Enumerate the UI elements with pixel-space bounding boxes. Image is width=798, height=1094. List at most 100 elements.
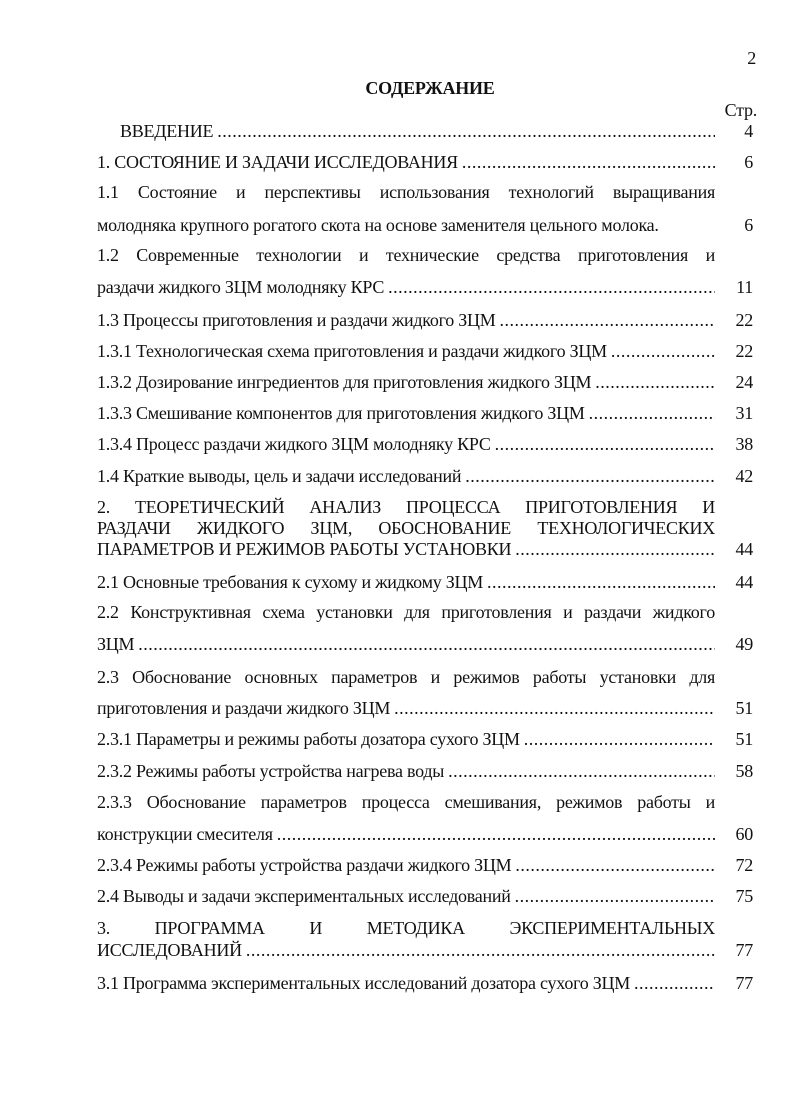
page-title: СОДЕРЖАНИЕ	[365, 78, 495, 98]
toc-entry-text: 3.1 Программа экспериментальных исследов…	[97, 973, 631, 993]
dot-leader	[487, 571, 715, 593]
toc-entry-text: 2.3.3 Обоснование параметров процесса см…	[97, 792, 715, 812]
toc-page-number: 6	[744, 152, 753, 172]
dot-leader	[515, 538, 715, 560]
toc-entry-line: 1.3.1 Технологическая схема приготовлени…	[97, 340, 715, 362]
toc-entry-text: 1.1 Состояние и перспективы использовани…	[97, 182, 715, 202]
toc-entry-text: 1.3.3 Смешивание компонентов для пригото…	[97, 403, 585, 423]
toc-entry-line: 1.3 Процессы приготовления и раздачи жид…	[97, 309, 715, 331]
dot-leader	[515, 885, 715, 907]
toc-entry-text: 2.4 Выводы и задачи экспериментальных ис…	[97, 886, 511, 906]
toc-entry-text: 1.3.2 Дозирование ингредиентов для приго…	[97, 372, 592, 392]
toc-entry-line: 1.3.4 Процесс раздачи жидкого ЗЦМ молодн…	[97, 433, 715, 455]
toc-entry-line: 2.3.4 Режимы работы устройства раздачи ж…	[97, 854, 715, 876]
toc-entry-text: конструкции смесителя	[97, 824, 273, 844]
toc-entry-line: ЗЦМ	[97, 633, 715, 655]
dot-leader	[388, 276, 715, 298]
toc-entry-text: 1.4 Краткие выводы, цель и задачи исслед…	[97, 466, 462, 486]
toc-page-number: 38	[735, 434, 754, 454]
toc-entry-text: ПАРАМЕТРОВ И РЕЖИМОВ РАБОТЫ УСТАНОВКИ	[97, 539, 512, 559]
toc-entry-text: ЗЦМ	[97, 634, 135, 654]
toc-entry-line: раздачи жидкого ЗЦМ молодняку КРС	[97, 276, 715, 298]
dot-leader	[500, 309, 715, 331]
dot-leader	[217, 120, 715, 142]
toc-page-number: 42	[735, 466, 754, 486]
toc-entry-text: 1. СОСТОЯНИЕ И ЗАДАЧИ ИССЛЕДОВАНИЯ	[97, 152, 458, 172]
toc-entry-line: 1.2 Современные технологии и технические…	[97, 244, 715, 266]
toc-page-number: 44	[735, 539, 754, 559]
toc-entry-line: РАЗДАЧИ ЖИДКОГО ЗЦМ, ОБОСНОВАНИЕ ТЕХНОЛО…	[97, 517, 715, 539]
dot-leader	[246, 939, 715, 961]
toc-page-number: 51	[735, 698, 754, 718]
dot-leader	[462, 151, 715, 173]
dot-leader	[465, 465, 715, 487]
toc-entry-text: 2.3.1 Параметры и режимы работы дозатора…	[97, 729, 520, 749]
toc-entry-line: ИССЛЕДОВАНИЙ	[97, 939, 715, 961]
toc-page-number: 31	[735, 403, 754, 423]
toc-entry-text: ИССЛЕДОВАНИЙ	[97, 940, 242, 960]
toc-page-number: 77	[735, 940, 754, 960]
page-column-label: Стр.	[724, 100, 758, 120]
toc-entry-line: 2.3.3 Обоснование параметров процесса см…	[97, 791, 715, 813]
toc-entry-line: 2.1 Основные требования к сухому и жидко…	[97, 571, 715, 593]
toc-page-number: 51	[735, 729, 754, 749]
toc-page-number: 22	[735, 341, 754, 361]
toc-entry-text: 2.1 Основные требования к сухому и жидко…	[97, 572, 483, 592]
toc-entry-text: ВВЕДЕНИЕ	[120, 121, 214, 141]
toc-page-number: 11	[736, 277, 753, 297]
toc-entry-text: раздачи жидкого ЗЦМ молодняку КРС	[97, 277, 385, 297]
toc-entry-line: 2.2 Конструктивная схема установки для п…	[97, 601, 715, 623]
toc-entry-line: 2.4 Выводы и задачи экспериментальных ис…	[97, 885, 715, 907]
toc-entry-text: 2. ТЕОРЕТИЧЕСКИЙ АНАЛИЗ ПРОЦЕССА ПРИГОТО…	[97, 497, 715, 517]
toc-page-number: 44	[735, 572, 754, 592]
toc-page-number: 4	[744, 121, 753, 141]
toc-entry-line: 2.3.1 Параметры и режимы работы дозатора…	[97, 728, 715, 750]
dot-leader	[634, 972, 715, 994]
toc-entry-text: 1.3.1 Технологическая схема приготовлени…	[97, 341, 607, 361]
toc-entry-line: ПАРАМЕТРОВ И РЕЖИМОВ РАБОТЫ УСТАНОВКИ	[97, 538, 715, 560]
toc-entry-line: 1. СОСТОЯНИЕ И ЗАДАЧИ ИССЛЕДОВАНИЯ	[97, 151, 715, 173]
toc-entry-line: 2. ТЕОРЕТИЧЕСКИЙ АНАЛИЗ ПРОЦЕССА ПРИГОТО…	[97, 496, 715, 518]
toc-page-number: 72	[735, 855, 754, 875]
toc-entry-text: 1.3 Процессы приготовления и раздачи жид…	[97, 310, 496, 330]
dot-leader	[515, 854, 715, 876]
toc-page-number: 6	[744, 215, 753, 235]
toc-entry-line: 2.3 Обоснование основных параметров и ре…	[97, 666, 715, 688]
toc-page-number: 77	[735, 973, 754, 993]
toc-entry-text: приготовления и раздачи жидкого ЗЦМ	[97, 698, 391, 718]
dot-leader	[524, 728, 715, 750]
dot-leader	[394, 697, 715, 719]
toc-entry-text: 2.3.4 Режимы работы устройства раздачи ж…	[97, 855, 512, 875]
toc-entry-line: приготовления и раздачи жидкого ЗЦМ	[97, 697, 715, 719]
toc-page-number: 49	[735, 634, 754, 654]
toc-entry-line: 1.4 Краткие выводы, цель и задачи исслед…	[97, 465, 715, 487]
toc-page-number: 60	[735, 824, 754, 844]
toc-entry-text: 2.2 Конструктивная схема установки для п…	[97, 602, 715, 622]
dot-leader	[595, 371, 715, 393]
toc-entry-line: молодняка крупного рогатого скота на осн…	[97, 214, 715, 236]
toc-entry-text: 2.3.2 Режимы работы устройства нагрева в…	[97, 761, 445, 781]
dot-leader	[138, 633, 715, 655]
toc-entry-text: 1.3.4 Процесс раздачи жидкого ЗЦМ молодн…	[97, 434, 491, 454]
toc-entry-text: 2.3 Обоснование основных параметров и ре…	[97, 667, 715, 687]
toc-entry-text: РАЗДАЧИ ЖИДКОГО ЗЦМ, ОБОСНОВАНИЕ ТЕХНОЛО…	[97, 518, 715, 538]
toc-page-number: 75	[735, 886, 754, 906]
page-number: 2	[747, 48, 756, 68]
toc-page-number: 24	[735, 372, 754, 392]
dot-leader	[589, 402, 715, 424]
toc-entry-text: молодняка крупного рогатого скота на осн…	[97, 215, 659, 235]
toc-entry-line: 1.3.3 Смешивание компонентов для пригото…	[97, 402, 715, 424]
toc-page-number: 22	[735, 310, 754, 330]
toc-entry-line: ВВЕДЕНИЕ	[120, 120, 715, 142]
toc-entry-line: 1.1 Состояние и перспективы использовани…	[97, 181, 715, 203]
dot-leader	[277, 823, 715, 845]
dot-leader	[611, 340, 715, 362]
toc-page-number: 58	[735, 761, 754, 781]
dot-leader	[448, 760, 715, 782]
toc-entry-line: 1.3.2 Дозирование ингредиентов для приго…	[97, 371, 715, 393]
toc-entry-line: конструкции смесителя	[97, 823, 715, 845]
toc-entry-text: 3. ПРОГРАММА И МЕТОДИКА ЭКСПЕРИМЕНТАЛЬНЫ…	[97, 918, 715, 938]
toc-entry-text: 1.2 Современные технологии и технические…	[97, 245, 715, 265]
toc-entry-line: 3.1 Программа экспериментальных исследов…	[97, 972, 715, 994]
toc-entry-line: 3. ПРОГРАММА И МЕТОДИКА ЭКСПЕРИМЕНТАЛЬНЫ…	[97, 917, 715, 939]
